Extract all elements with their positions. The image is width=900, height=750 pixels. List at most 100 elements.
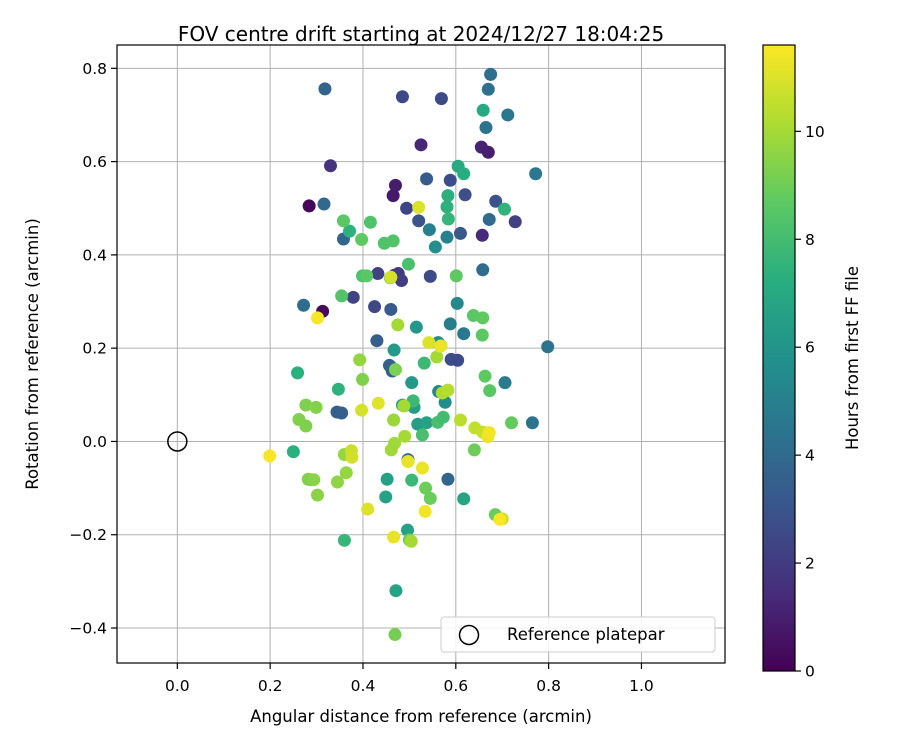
legend-entry-reference: Reference platepar: [507, 625, 665, 644]
data-point: [388, 363, 402, 377]
data-point: [401, 455, 415, 469]
data-point: [360, 269, 374, 283]
data-point: [395, 90, 409, 104]
data-point: [384, 270, 398, 284]
data-point: [330, 475, 344, 489]
data-point: [430, 350, 444, 364]
plot-frame: [116, 44, 726, 664]
data-point: [353, 353, 367, 367]
data-point: [405, 473, 419, 487]
data-point: [481, 145, 495, 159]
data-point: [422, 223, 436, 237]
data-point: [388, 436, 402, 450]
data-point: [478, 369, 492, 383]
y-tick-label: 0.2: [82, 340, 107, 358]
data-point: [391, 318, 405, 332]
data-point: [498, 376, 512, 390]
data-point: [405, 376, 419, 390]
data-point: [449, 269, 463, 283]
data-point: [309, 400, 323, 414]
colorbar-tick-label: 4: [805, 447, 815, 465]
data-point: [441, 383, 455, 397]
data-point: [311, 488, 325, 502]
data-point: [395, 274, 409, 288]
data-point: [415, 428, 429, 442]
data-point: [440, 230, 454, 244]
colorbar-tick-label: 0: [805, 663, 815, 681]
data-point: [370, 334, 384, 348]
x-tick-label: 0.0: [165, 677, 190, 695]
data-point: [476, 103, 490, 117]
y-tick-label: 0.6: [82, 153, 107, 171]
data-point: [339, 466, 353, 480]
data-point: [505, 416, 519, 430]
data-point: [457, 167, 471, 181]
data-point: [493, 512, 507, 526]
data-point: [508, 215, 522, 229]
data-point: [453, 413, 467, 427]
data-point: [318, 82, 332, 96]
data-point: [412, 214, 426, 228]
data-point: [317, 197, 331, 211]
reference-marker: [167, 431, 188, 452]
data-point: [414, 138, 428, 152]
x-axis-ticks: 0.0 0.2 0.4 0.6 0.8 1.0: [165, 663, 654, 695]
data-point: [371, 267, 385, 281]
legend: Reference platepar: [440, 616, 716, 653]
data-point: [299, 398, 313, 412]
data-point: [423, 269, 437, 283]
data-point: [335, 406, 349, 420]
y-tick-label: −0.2: [69, 526, 107, 544]
data-point: [388, 628, 402, 642]
data-point: [389, 584, 403, 598]
data-point: [363, 215, 377, 229]
data-point: [299, 419, 313, 433]
data-point: [386, 234, 400, 248]
data-point: [420, 416, 434, 430]
colorbar-tick-label: 10: [805, 123, 825, 141]
data-point: [482, 212, 496, 226]
x-axis-label: Angular distance from reference (arcmin): [250, 707, 592, 726]
data-point: [419, 481, 433, 495]
data-point: [458, 188, 472, 202]
data-point: [311, 311, 325, 325]
data-point: [387, 413, 401, 427]
data-point: [417, 356, 431, 370]
data-point: [368, 300, 382, 314]
data-point: [397, 399, 411, 413]
data-point: [398, 429, 412, 443]
data-point: [384, 302, 398, 316]
data-point: [484, 67, 498, 81]
data-point: [307, 473, 321, 487]
data-point: [387, 343, 401, 357]
data-point: [467, 443, 481, 457]
y-axis-ticks: −0.4 −0.2 0.0 0.2 0.4 0.6 0.8: [69, 60, 117, 638]
data-point: [451, 353, 465, 367]
grid-lines: [117, 45, 725, 663]
colorbar-tick-label: 8: [805, 231, 815, 249]
data-point: [529, 167, 543, 181]
y-tick-label: 0.0: [82, 433, 107, 451]
data-point: [388, 178, 402, 192]
legend-marker-icon: [458, 624, 480, 646]
colorbar-ticks: 0 2 4 6 8 10: [795, 123, 825, 681]
y-tick-label: 0.4: [82, 246, 107, 264]
data-point: [331, 382, 345, 396]
data-point: [371, 396, 385, 410]
data-point: [498, 202, 512, 216]
data-point: [422, 336, 436, 350]
data-point: [302, 199, 316, 213]
data-point: [423, 491, 437, 505]
data-point: [336, 214, 350, 228]
data-point: [401, 523, 415, 537]
data-point: [387, 530, 401, 544]
data-point: [400, 201, 414, 215]
data-point: [483, 384, 497, 398]
x-tick-label: 0.8: [536, 677, 561, 695]
reference-marker-layer: [167, 431, 188, 452]
data-point: [501, 108, 515, 122]
data-point: [443, 317, 457, 331]
data-point: [355, 232, 369, 246]
data-point: [345, 450, 359, 464]
data-point: [404, 534, 418, 548]
